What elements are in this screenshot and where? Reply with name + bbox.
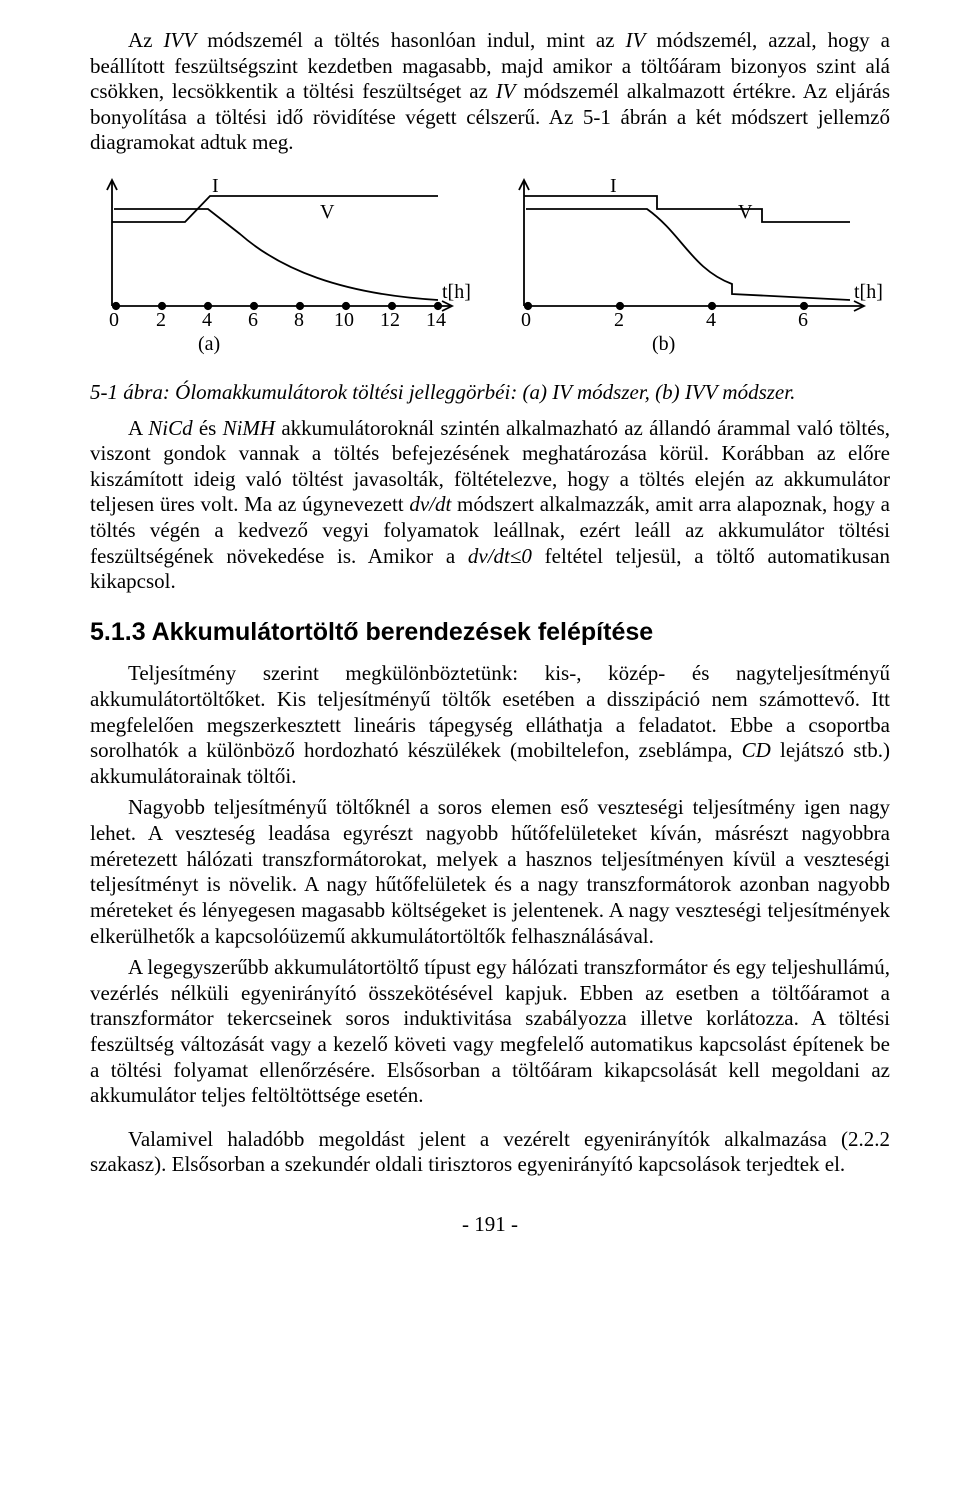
label-v: V [320,201,335,223]
axis-label-th: t[h] [854,281,883,303]
xtick: 6 [248,309,258,331]
term-nimh: NiMH [223,416,276,440]
figure-caption: 5-1 ábra: Ólomakkumulátorok töltési jell… [90,380,890,406]
xtick: 0 [521,309,531,331]
paragraph-2: A NiCd és NiMH akkumulátoroknál szintén … [90,416,890,595]
text: módszemél a töltés hasonlóan indul, mint… [196,28,625,52]
label-v: V [738,201,753,223]
term-dvdt: dv/dt [409,492,451,516]
xtick: 10 [334,309,354,331]
sublabel-b: (b) [652,333,675,355]
term-cd: CD [742,738,771,762]
term-nicd: NiCd [148,416,192,440]
xtick: 6 [798,309,808,331]
xtick: 2 [156,309,166,331]
term-iv: IV [626,28,646,52]
page-number: - 191 - [90,1212,890,1238]
xtick: 0 [109,309,119,331]
page: Az IVV módszemél a töltés hasonlóan indu… [0,0,960,1278]
figure-5-1: I V t[h] 0 2 4 6 8 10 12 14 (a) [90,174,890,364]
label-i: I [610,175,617,197]
xtick: 14 [426,309,446,331]
figure-5-1-b: I V t[h] 0 2 4 6 (b) [502,174,890,364]
term-ivv: IVV [164,28,197,52]
sublabel-a: (a) [198,333,220,355]
term-iv: IV [496,79,516,103]
text: és [193,416,223,440]
paragraph-6: Valamivel haladóbb megoldást jelent a ve… [90,1127,890,1178]
paragraph-1: Az IVV módszemél a töltés hasonlóan indu… [90,28,890,156]
term-dvdt-cond: dv/dt≤0 [468,544,532,568]
text: A [128,416,148,440]
xtick: 4 [202,309,212,331]
xtick: 2 [614,309,624,331]
figure-5-1-a: I V t[h] 0 2 4 6 8 10 12 14 (a) [90,174,478,364]
axis-label-th: t[h] [442,281,471,303]
paragraph-3: Teljesítmény szerint megkülönböztetünk: … [90,661,890,789]
text: Az [128,28,164,52]
xtick: 8 [294,309,304,331]
paragraph-4: Nagyobb teljesítményű töltőknél a soros … [90,795,890,949]
label-i: I [212,175,219,197]
chart-b-svg: I V t[h] 0 2 4 6 (b) [502,174,890,364]
section-heading-5-1-3: 5.1.3 Akkumulátortöltő berendezések felé… [90,617,890,648]
chart-a-svg: I V t[h] 0 2 4 6 8 10 12 14 (a) [90,174,478,364]
paragraph-5: A legegyszerűbb akkumulátortöltő típust … [90,955,890,1109]
xtick: 4 [706,309,716,331]
xtick: 12 [380,309,400,331]
